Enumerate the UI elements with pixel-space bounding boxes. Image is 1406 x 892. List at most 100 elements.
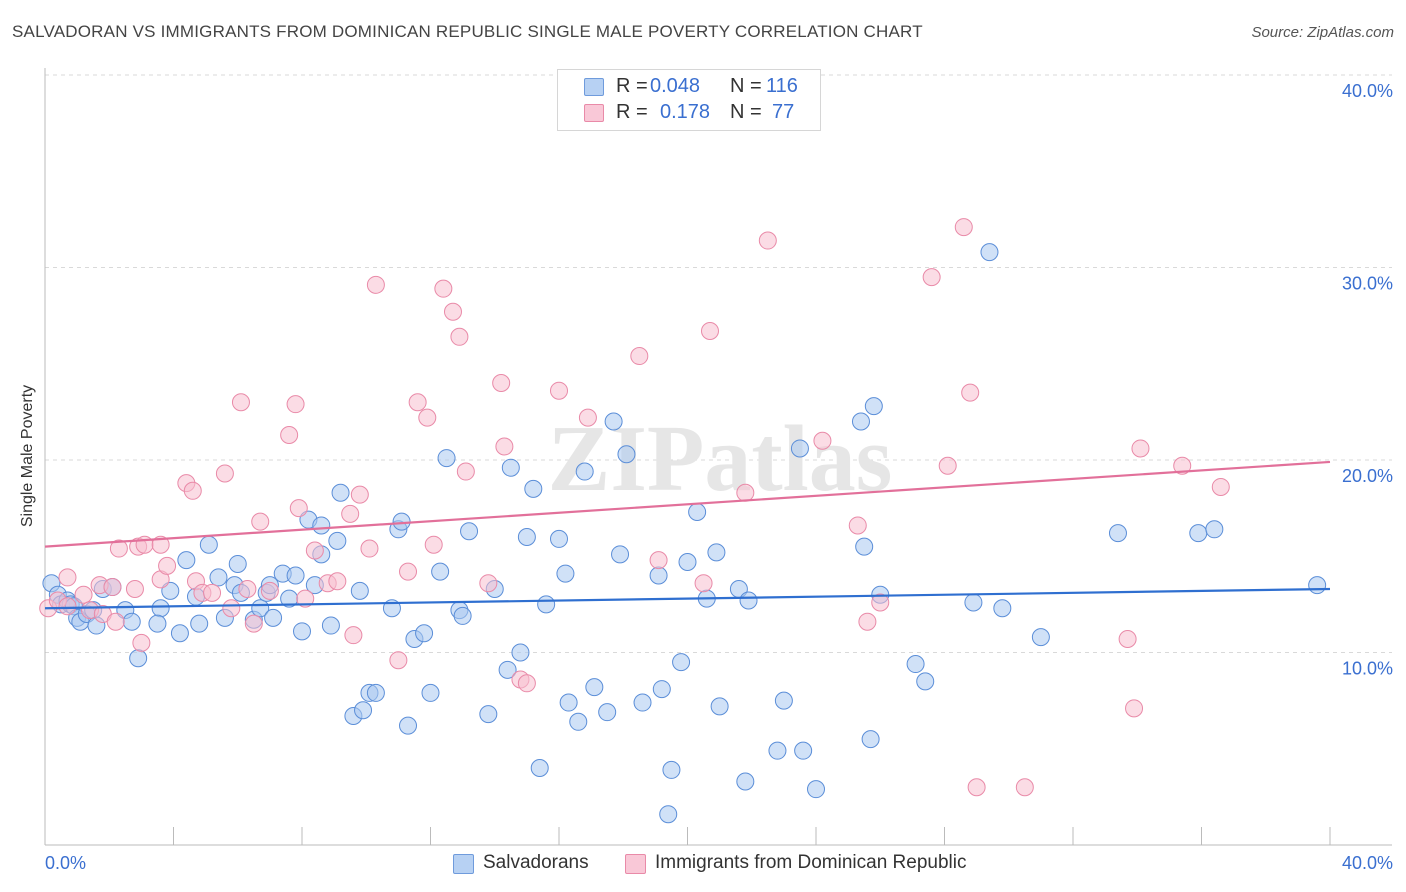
data-point-salvadoran (964, 593, 983, 612)
data-point-dominican (967, 778, 986, 797)
data-point-salvadoran (350, 581, 369, 600)
data-point-dominican (700, 322, 719, 341)
data-point-dominican (215, 464, 234, 483)
tick-labels: 10.0% 20.0% 30.0% 40.0% 0.0% 40.0% (45, 81, 1393, 873)
data-point-salvadoran (736, 772, 755, 791)
data-point-dominican (158, 556, 177, 575)
data-point-dominican (74, 585, 93, 604)
data-point-dominican (366, 275, 385, 294)
data-point-dominican (922, 268, 941, 287)
series-salvadorans (42, 243, 1327, 824)
bottom-legend-label: Immigrants from Dominican Republic (655, 852, 967, 873)
data-point-dominican (132, 633, 151, 652)
grid-lines (45, 74, 1392, 653)
data-point-dominican (350, 485, 369, 504)
data-point-dominican (1211, 477, 1230, 496)
data-point-dominican (1015, 778, 1034, 797)
data-point-dominican (106, 612, 125, 631)
data-point-salvadoran (161, 581, 180, 600)
data-point-salvadoran (678, 553, 697, 572)
data-point-dominican (434, 279, 453, 298)
data-point-dominican (418, 408, 437, 427)
data-point-salvadoran (688, 502, 707, 521)
data-point-dominican (58, 597, 77, 616)
data-point-dominican (813, 431, 832, 450)
data-point-salvadoran (662, 760, 681, 779)
data-point-salvadoran (321, 616, 340, 635)
trend-line-dominican (44, 460, 1331, 548)
data-point-dominican (1125, 699, 1144, 718)
data-point-salvadoran (550, 529, 568, 548)
data-point-dominican (125, 579, 144, 598)
data-point-salvadoran (453, 606, 472, 625)
data-point-salvadoran (517, 528, 536, 546)
data-point-dominican (630, 347, 649, 366)
data-point-salvadoran (129, 649, 148, 668)
data-point-dominican (450, 327, 469, 346)
data-point-salvadoran (649, 566, 668, 585)
data-point-salvadoran (264, 608, 283, 627)
legend-r-value: 0.178 (660, 101, 711, 123)
data-point-dominican (649, 551, 668, 570)
data-point-salvadoran (177, 551, 196, 570)
data-point-salvadoran (479, 705, 498, 724)
data-point-salvadoran (598, 703, 617, 722)
data-point-salvadoran (633, 693, 652, 712)
data-point-salvadoran (530, 759, 549, 777)
data-point-dominican (1131, 439, 1150, 458)
legend-n-label: N = (730, 101, 762, 123)
legend-swatch-pink (584, 104, 604, 122)
data-point-dominican (1173, 456, 1192, 475)
data-point-salvadoran (604, 412, 623, 431)
data-point-salvadoran (437, 449, 456, 468)
data-point-salvadoran (1108, 524, 1127, 543)
data-point-dominican (495, 437, 514, 456)
y-tick-label: 40.0% (1342, 81, 1393, 101)
data-point-salvadoran (556, 564, 575, 583)
data-point-salvadoran (421, 683, 440, 702)
y-tick-label: 30.0% (1342, 274, 1393, 294)
data-point-salvadoran (151, 599, 170, 618)
data-point-salvadoran (1189, 524, 1208, 543)
bottom-legend-swatch-pink (625, 854, 646, 874)
data-point-salvadoran (807, 780, 825, 799)
data-point-salvadoran (611, 545, 630, 564)
data-point-salvadoran (585, 678, 604, 697)
data-point-salvadoran (328, 531, 347, 550)
data-point-dominican (305, 541, 324, 560)
data-point-salvadoran (228, 554, 247, 573)
source-label: Source: ZipAtlas.com (1251, 24, 1394, 41)
data-point-salvadoran (148, 614, 167, 633)
data-point-dominican (871, 593, 890, 612)
data-point-dominican (954, 218, 973, 237)
data-point-dominican (443, 302, 462, 321)
data-point-salvadoran (392, 512, 411, 531)
data-point-dominican (424, 535, 443, 554)
data-point-salvadoran (286, 566, 305, 585)
data-point-salvadoran (794, 741, 813, 760)
data-point-salvadoran (501, 458, 520, 477)
data-point-salvadoran (652, 680, 671, 699)
data-point-salvadoran (399, 716, 418, 735)
data-point-salvadoran (1031, 628, 1050, 647)
data-point-salvadoran (1205, 520, 1224, 539)
data-point-salvadoran (790, 439, 809, 458)
data-point-dominican (280, 425, 299, 444)
data-point-dominican (203, 583, 222, 602)
data-point-salvadoran (710, 697, 729, 716)
data-point-salvadoran (293, 622, 311, 641)
data-point-dominican (399, 562, 418, 581)
legend-r-label: R = (616, 101, 648, 123)
data-point-dominican (408, 393, 427, 412)
data-point-salvadoran (864, 397, 883, 416)
data-point-salvadoran (659, 805, 678, 824)
data-point-salvadoran (559, 693, 578, 712)
data-point-dominican (1118, 630, 1137, 649)
legend-n-value: 116 (766, 75, 798, 97)
data-point-dominican (479, 574, 498, 593)
data-point-salvadoran (190, 614, 209, 633)
data-point-salvadoran (855, 537, 874, 556)
data-point-dominican (694, 574, 713, 593)
data-point-salvadoran (331, 483, 350, 502)
